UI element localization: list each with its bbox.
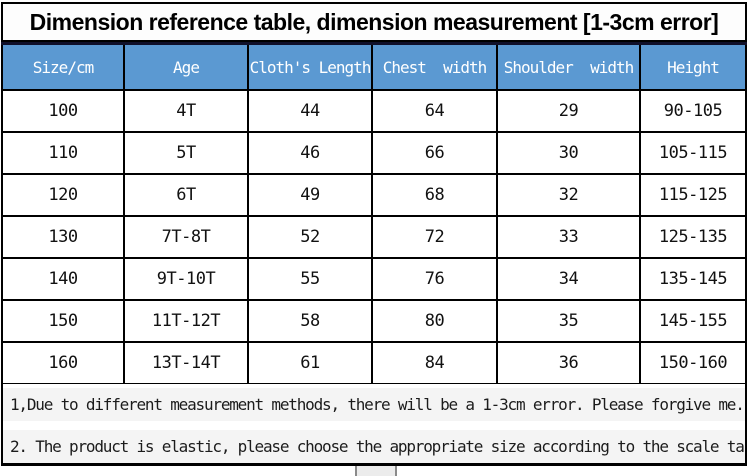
header-cell-cloth-length: Cloth's Length xyxy=(247,42,373,91)
cell-cloth-length: 61 xyxy=(247,341,373,385)
cell-age: 13T-14T xyxy=(123,341,249,385)
cell-shoulder-width: 36 xyxy=(496,341,641,385)
cell-height: 105-115 xyxy=(639,131,747,175)
cell-chest-width: 80 xyxy=(371,299,498,343)
cell-height: 90-105 xyxy=(639,89,747,133)
cell-age: 4T xyxy=(123,89,249,133)
cell-shoulder-width: 30 xyxy=(496,131,641,175)
title-box: Dimension reference table, dimension mea… xyxy=(1,2,747,42)
table-row: 110 5T 46 66 30 105-115 xyxy=(1,131,747,175)
cell-shoulder-width: 34 xyxy=(496,257,641,301)
cell-height: 115-125 xyxy=(639,173,747,217)
cell-age: 7T-8T xyxy=(123,215,249,259)
table-header-row: Size/cm Age Cloth's Length Chest width S… xyxy=(1,42,747,91)
header-cell-shoulder-width: Shoulder width xyxy=(496,42,641,91)
cell-height: 135-145 xyxy=(639,257,747,301)
note-measurement-error: 1,Due to different measurement methods, … xyxy=(3,388,745,421)
table-row: 120 6T 49 68 32 115-125 xyxy=(1,173,747,217)
table-row: 160 13T-14T 61 84 36 150-160 xyxy=(1,341,747,385)
cell-shoulder-width: 29 xyxy=(496,89,641,133)
cell-size: 160 xyxy=(1,341,125,385)
table-row: 140 9T-10T 55 76 34 135-145 xyxy=(1,257,747,301)
cell-shoulder-width: 33 xyxy=(496,215,641,259)
cell-size: 140 xyxy=(1,257,125,301)
table-row: 130 7T-8T 52 72 33 125-135 xyxy=(1,215,747,259)
cell-chest-width: 64 xyxy=(371,89,498,133)
cell-height: 145-155 xyxy=(639,299,747,343)
page-title: Dimension reference table, dimension mea… xyxy=(29,8,719,35)
cell-shoulder-width: 35 xyxy=(496,299,641,343)
cell-chest-width: 66 xyxy=(371,131,498,175)
cell-age: 11T-12T xyxy=(123,299,249,343)
header-cell-size: Size/cm xyxy=(1,42,125,91)
cell-age: 5T xyxy=(123,131,249,175)
cell-size: 110 xyxy=(1,131,125,175)
cell-chest-width: 68 xyxy=(371,173,498,217)
header-cell-height: Height xyxy=(639,42,747,91)
bottom-tab-artifact xyxy=(355,466,397,476)
cell-size: 120 xyxy=(1,173,125,217)
cell-age: 9T-10T xyxy=(123,257,249,301)
cell-size: 150 xyxy=(1,299,125,343)
cell-size: 100 xyxy=(1,89,125,133)
note-gap xyxy=(3,421,745,430)
cell-chest-width: 76 xyxy=(371,257,498,301)
cell-height: 125-135 xyxy=(639,215,747,259)
cell-cloth-length: 44 xyxy=(247,89,373,133)
cell-age: 6T xyxy=(123,173,249,217)
cell-cloth-length: 55 xyxy=(247,257,373,301)
header-cell-chest-width: Chest width xyxy=(371,42,498,91)
note-elastic-sizing: 2. The product is elastic, please choose… xyxy=(3,430,745,463)
cell-cloth-length: 58 xyxy=(247,299,373,343)
table-row: 100 4T 44 64 29 90-105 xyxy=(1,89,747,133)
header-cell-age: Age xyxy=(123,42,249,91)
cell-chest-width: 72 xyxy=(371,215,498,259)
cell-cloth-length: 46 xyxy=(247,131,373,175)
cell-size: 130 xyxy=(1,215,125,259)
cell-chest-width: 84 xyxy=(371,341,498,385)
cell-height: 150-160 xyxy=(639,341,747,385)
table-row: 150 11T-12T 58 80 35 145-155 xyxy=(1,299,747,343)
size-table: Size/cm Age Cloth's Length Chest width S… xyxy=(1,42,747,385)
cell-cloth-length: 52 xyxy=(247,215,373,259)
notes-section: 1,Due to different measurement methods, … xyxy=(1,384,747,466)
cell-shoulder-width: 32 xyxy=(496,173,641,217)
cell-cloth-length: 49 xyxy=(247,173,373,217)
